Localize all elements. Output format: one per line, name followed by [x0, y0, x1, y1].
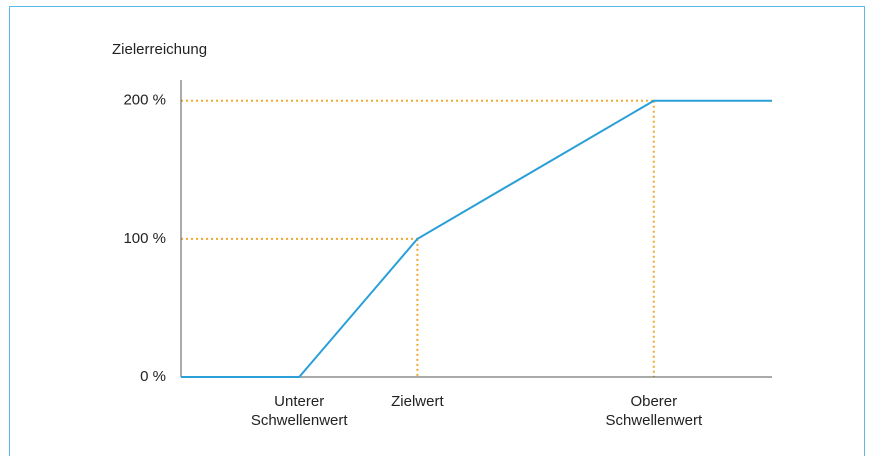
frame	[9, 6, 865, 456]
line	[181, 99, 772, 378]
y-tick-label: 0 %	[140, 368, 166, 385]
y-tick-label: 100 %	[123, 230, 166, 247]
x-tick-label: Unterer Schwellenwert	[250, 393, 348, 429]
y-tick-label: 200 %	[123, 92, 166, 109]
x-tick-label: Oberer Schwellenwert	[605, 393, 703, 429]
y-axis-label: Zielerreichung	[112, 41, 207, 58]
x-tick-label: Zielwert	[391, 393, 444, 410]
